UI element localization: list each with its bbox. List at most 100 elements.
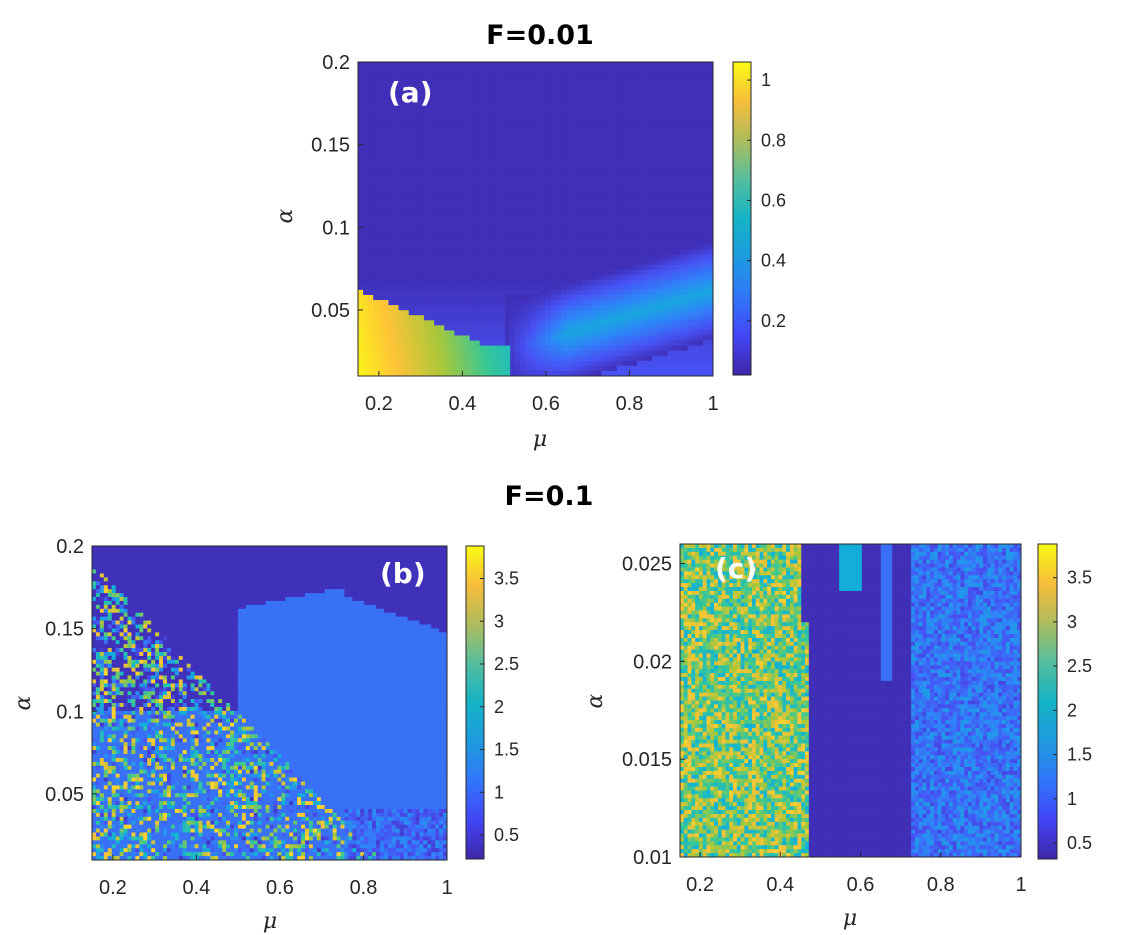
heatmap-cell: [449, 219, 455, 225]
heatmap-cell: [358, 315, 364, 321]
heatmap-cell: [423, 340, 430, 347]
heatmap-cell: [707, 137, 714, 144]
heatmap-cell: [601, 269, 607, 276]
heatmap-cell: [697, 360, 704, 367]
heatmap-cell: [707, 213, 714, 220]
heatmap-cell: [682, 289, 689, 296]
heatmap-cell: [677, 335, 683, 341]
heatmap-cell: [520, 153, 526, 159]
heatmap-cell: [555, 284, 562, 291]
heatmap-cell: [423, 173, 430, 179]
heatmap-cell: [576, 254, 582, 260]
heatmap-cell: [178, 561, 184, 567]
heatmap-cell: [636, 198, 643, 205]
heatmap-cell: [434, 193, 440, 200]
heatmap-cell: [403, 254, 410, 260]
heatmap-cell: [702, 82, 709, 88]
heatmap-cell: [697, 158, 704, 164]
heatmap-cell: [408, 370, 415, 377]
heatmap-cell: [429, 320, 435, 326]
heatmap-cell: [439, 122, 445, 129]
heatmap-cell: [520, 127, 526, 134]
heatmap-cell: [591, 82, 597, 88]
heatmap-cell: [647, 300, 653, 306]
heatmap-cell: [510, 168, 516, 174]
heatmap-cell: [484, 132, 491, 139]
heatmap-cell: [565, 62, 572, 68]
heatmap-cell: [494, 360, 501, 367]
heatmap-cell: [469, 229, 476, 235]
heatmap-cell: [500, 117, 506, 124]
heatmap-cell: [692, 294, 699, 301]
heatmap-cell: [418, 219, 425, 225]
heatmap-cell: [535, 335, 541, 341]
heatmap-cell: [697, 239, 704, 245]
heatmap-cell: [464, 107, 470, 114]
heatmap-cell: [464, 325, 470, 331]
heatmap-cell: [198, 546, 203, 551]
heatmap-cell: [581, 97, 587, 103]
heatmap-cell: [413, 249, 420, 255]
heatmap-cell: [662, 234, 668, 240]
heatmap-cell: [545, 279, 552, 286]
heatmap-cell: [606, 350, 612, 357]
heatmap-cell: [672, 72, 678, 78]
heatmap-cell: [642, 365, 648, 372]
heatmap-cell: [606, 219, 612, 225]
heatmap-cell: [611, 310, 618, 316]
heatmap-cell: [692, 87, 699, 93]
heatmap-cell: [550, 300, 557, 306]
heatmap-cell: [652, 163, 658, 169]
heatmap-cell: [545, 158, 552, 164]
heatmap-cell: [601, 208, 607, 215]
heatmap-cell: [555, 300, 562, 306]
heatmap-cell: [245, 561, 251, 567]
heatmap-cell: [435, 565, 440, 570]
heatmap-cell: [616, 350, 623, 357]
heatmap-cell: [479, 92, 486, 98]
heatmap-cell: [677, 132, 683, 139]
heatmap-cell: [591, 284, 597, 291]
heatmap-cell: [550, 97, 557, 103]
heatmap-cell: [324, 561, 330, 567]
heatmap-cell: [682, 310, 689, 316]
heatmap-cell: [510, 360, 516, 367]
heatmap-cell: [606, 284, 612, 291]
heatmap-cell: [560, 137, 567, 144]
heatmap-cell: [439, 264, 445, 271]
heatmap-cell: [652, 117, 658, 124]
heatmap-cell: [611, 127, 618, 134]
heatmap-cell: [459, 325, 465, 331]
heatmap-cell: [652, 269, 658, 276]
heatmap-cell: [358, 153, 364, 159]
heatmap-cell: [616, 163, 623, 169]
heatmap-cell: [265, 569, 270, 574]
heatmap-cell: [657, 137, 663, 144]
heatmap-cell: [403, 188, 410, 195]
heatmap-cell: [459, 360, 465, 367]
heatmap-cell: [383, 320, 389, 326]
heatmap-cell: [687, 355, 694, 362]
heatmap-cell: [591, 219, 597, 225]
heatmap-cell: [489, 213, 496, 220]
heatmap-cell: [535, 279, 541, 286]
heatmap-cell: [611, 234, 618, 240]
heatmap-cell: [606, 117, 612, 124]
heatmap-cell: [439, 102, 445, 108]
heatmap-cell: [378, 300, 384, 306]
heatmap-cell: [489, 158, 496, 164]
heatmap-cell: [616, 289, 623, 296]
heatmap-cell: [388, 279, 394, 286]
heatmap-cell: [702, 224, 709, 230]
heatmap-cell: [413, 112, 420, 119]
heatmap-cell: [413, 117, 420, 124]
heatmap-cell: [388, 274, 394, 281]
heatmap-cell: [198, 553, 203, 559]
heatmap-cell: [285, 561, 290, 567]
heatmap-cell: [677, 112, 683, 119]
heatmap-cell: [596, 330, 602, 336]
heatmap-cell: [469, 264, 476, 271]
heatmap-cell: [479, 148, 486, 154]
heatmap-cell: [662, 122, 668, 129]
heatmap-cell: [565, 213, 572, 220]
